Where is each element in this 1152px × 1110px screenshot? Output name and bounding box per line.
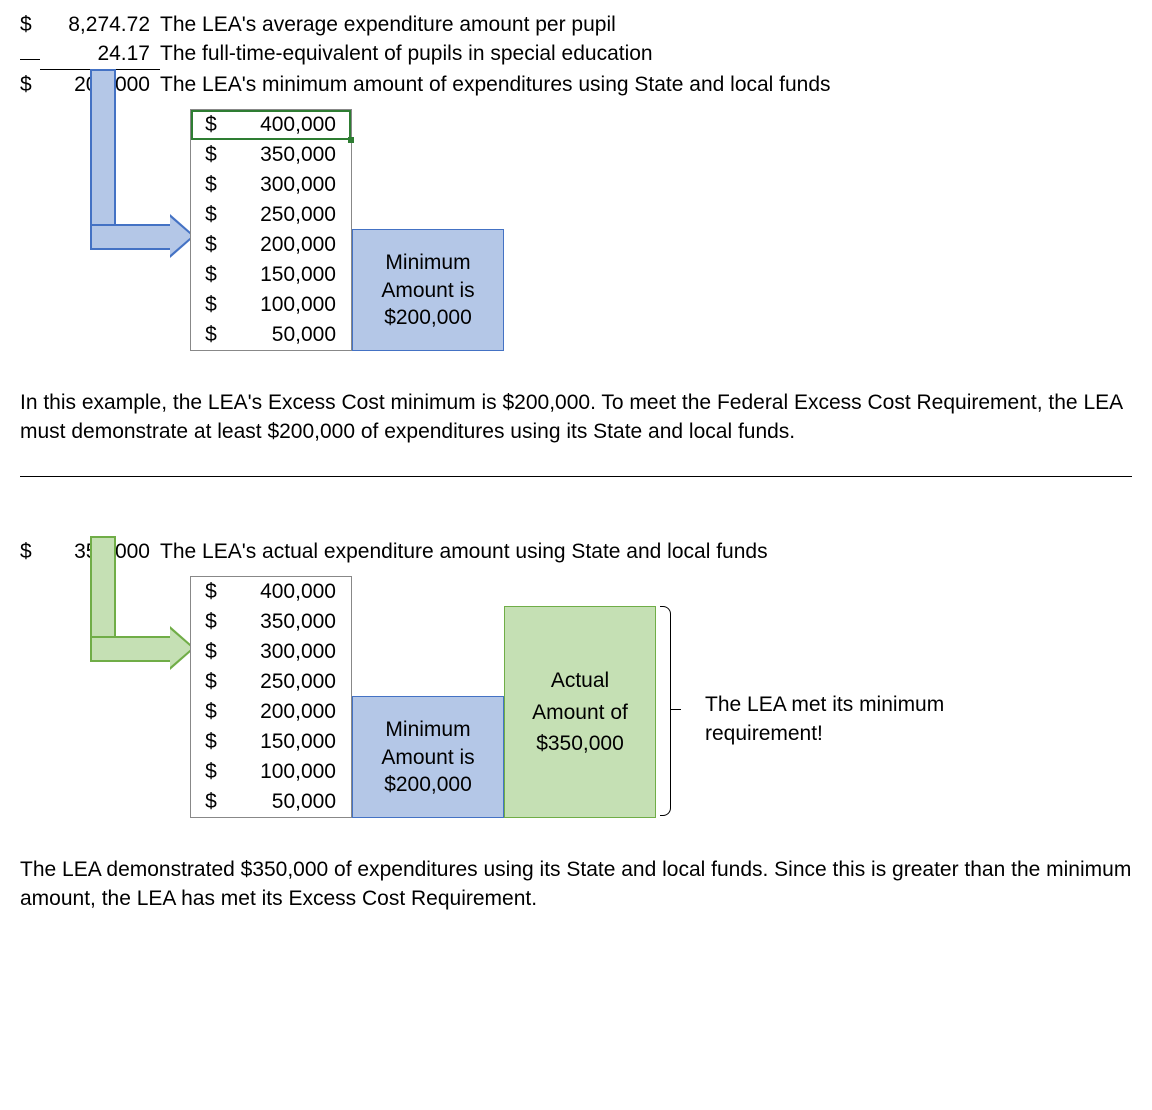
scale-table: $ 400,000 $350,000 $300,000 $250,000 $20… xyxy=(190,109,352,351)
scale-row: $250,000 xyxy=(191,667,351,697)
min-box-line: Amount is xyxy=(353,277,503,304)
scale-row: $150,000 xyxy=(191,260,351,290)
calc-row-avg: $ 8,274.72 The LEA's average expenditure… xyxy=(20,10,1132,39)
row-desc: The LEA's actual expenditure amount usin… xyxy=(160,537,1132,566)
min-box-line: Minimum xyxy=(353,249,503,276)
currency-symbol xyxy=(20,59,40,60)
scale-row: $350,000 xyxy=(191,607,351,637)
min-box-line: Minimum xyxy=(353,716,503,743)
actual-amount-box: Actual Amount of $350,000 xyxy=(504,606,656,818)
arrow-blue-icon xyxy=(90,69,116,226)
scale-row: $100,000 xyxy=(191,757,351,787)
scale-row: $300,000 xyxy=(191,170,351,200)
scale-value: 350,000 xyxy=(231,140,351,170)
scale-row: $100,000 xyxy=(191,290,351,320)
currency-symbol: $ xyxy=(191,607,231,637)
section-divider xyxy=(20,476,1132,477)
currency-symbol: $ xyxy=(191,260,231,290)
scale-value: 300,000 xyxy=(231,170,351,200)
currency-symbol: $ xyxy=(191,577,231,607)
amount-value: 8,274.72 xyxy=(40,10,160,39)
currency-symbol: $ xyxy=(191,637,231,667)
scale-value: 150,000 xyxy=(231,727,351,757)
row-desc: The LEA's minimum amount of expenditures… xyxy=(160,70,1132,99)
scale-value: 400,000 xyxy=(231,577,351,607)
scale-value: 200,000 xyxy=(231,230,351,260)
scale-value: 250,000 xyxy=(231,200,351,230)
amount-value: 24.17 xyxy=(40,39,160,69)
calc-row-min: $ 200,000 The LEA's minimum amount of ex… xyxy=(20,70,1132,99)
scale-row: $200,000 xyxy=(191,230,351,260)
explanation-paragraph-1: In this example, the LEA's Excess Cost m… xyxy=(20,389,1132,446)
calc-row-fte: 24.17 The full-time-equivalent of pupils… xyxy=(20,39,1132,69)
scale-value: 50,000 xyxy=(231,320,351,350)
minimum-amount-box: Minimum Amount is $200,000 xyxy=(352,696,504,818)
min-box-line: Amount is xyxy=(353,744,503,771)
met-text-line: requirement! xyxy=(705,720,944,748)
scale-value: 50,000 xyxy=(231,787,351,817)
scale-value: 350,000 xyxy=(231,607,351,637)
scale-value: 400,000 xyxy=(231,110,351,140)
min-box-line: $200,000 xyxy=(353,304,503,331)
actual-box-line: $350,000 xyxy=(505,728,655,760)
scale-value: 250,000 xyxy=(231,667,351,697)
currency-symbol: $ xyxy=(191,697,231,727)
explanation-paragraph-2: The LEA demonstrated $350,000 of expendi… xyxy=(20,856,1132,913)
scale-value: 150,000 xyxy=(231,260,351,290)
met-text-line: The LEA met its minimum xyxy=(705,691,944,719)
currency-symbol: $ xyxy=(191,230,231,260)
calc-row-actual: $ 350,000 The LEA's actual expenditure a… xyxy=(20,537,1132,566)
calculation-table: $ 8,274.72 The LEA's average expenditure… xyxy=(20,10,1132,99)
currency-symbol: $ xyxy=(191,110,231,140)
minimum-amount-box: Minimum Amount is $200,000 xyxy=(352,229,504,351)
currency-symbol: $ xyxy=(20,10,40,39)
currency-symbol: $ xyxy=(20,70,40,99)
scale-row: $50,000 xyxy=(191,320,351,350)
currency-symbol: $ xyxy=(191,787,231,817)
currency-symbol: $ xyxy=(191,170,231,200)
currency-symbol: $ xyxy=(191,320,231,350)
currency-symbol: $ xyxy=(191,727,231,757)
scale-table: $400,000 $350,000 $300,000 $250,000 $200… xyxy=(190,576,352,818)
currency-symbol: $ xyxy=(191,140,231,170)
scale-value: 200,000 xyxy=(231,697,351,727)
currency-symbol: $ xyxy=(191,290,231,320)
diagram-minimum: $ 400,000 $350,000 $300,000 $250,000 $20… xyxy=(20,109,1132,369)
min-box-line: $200,000 xyxy=(353,771,503,798)
brace-icon xyxy=(660,606,680,816)
scale-row: $150,000 xyxy=(191,727,351,757)
scale-value: 300,000 xyxy=(231,637,351,667)
scale-value: 100,000 xyxy=(231,757,351,787)
requirement-met-text: The LEA met its minimum requirement! xyxy=(705,691,944,748)
scale-value: 100,000 xyxy=(231,290,351,320)
scale-row: $200,000 xyxy=(191,697,351,727)
currency-symbol: $ xyxy=(191,757,231,787)
arrow-green-icon xyxy=(90,536,116,638)
scale-row: $400,000 xyxy=(191,577,351,607)
row-desc: The full-time-equivalent of pupils in sp… xyxy=(160,39,1132,68)
row-desc: The LEA's average expenditure amount per… xyxy=(160,10,1132,39)
actual-box-line: Amount of xyxy=(505,697,655,729)
currency-symbol: $ xyxy=(191,667,231,697)
diagram-actual: $400,000 $350,000 $300,000 $250,000 $200… xyxy=(20,576,1132,836)
currency-symbol: $ xyxy=(191,200,231,230)
scale-row: $50,000 xyxy=(191,787,351,817)
scale-row: $300,000 xyxy=(191,637,351,667)
currency-symbol: $ xyxy=(20,537,40,566)
actual-box-line: Actual xyxy=(505,665,655,697)
scale-row: $350,000 xyxy=(191,140,351,170)
scale-row: $250,000 xyxy=(191,200,351,230)
scale-row-selected[interactable]: $ 400,000 xyxy=(191,110,351,140)
